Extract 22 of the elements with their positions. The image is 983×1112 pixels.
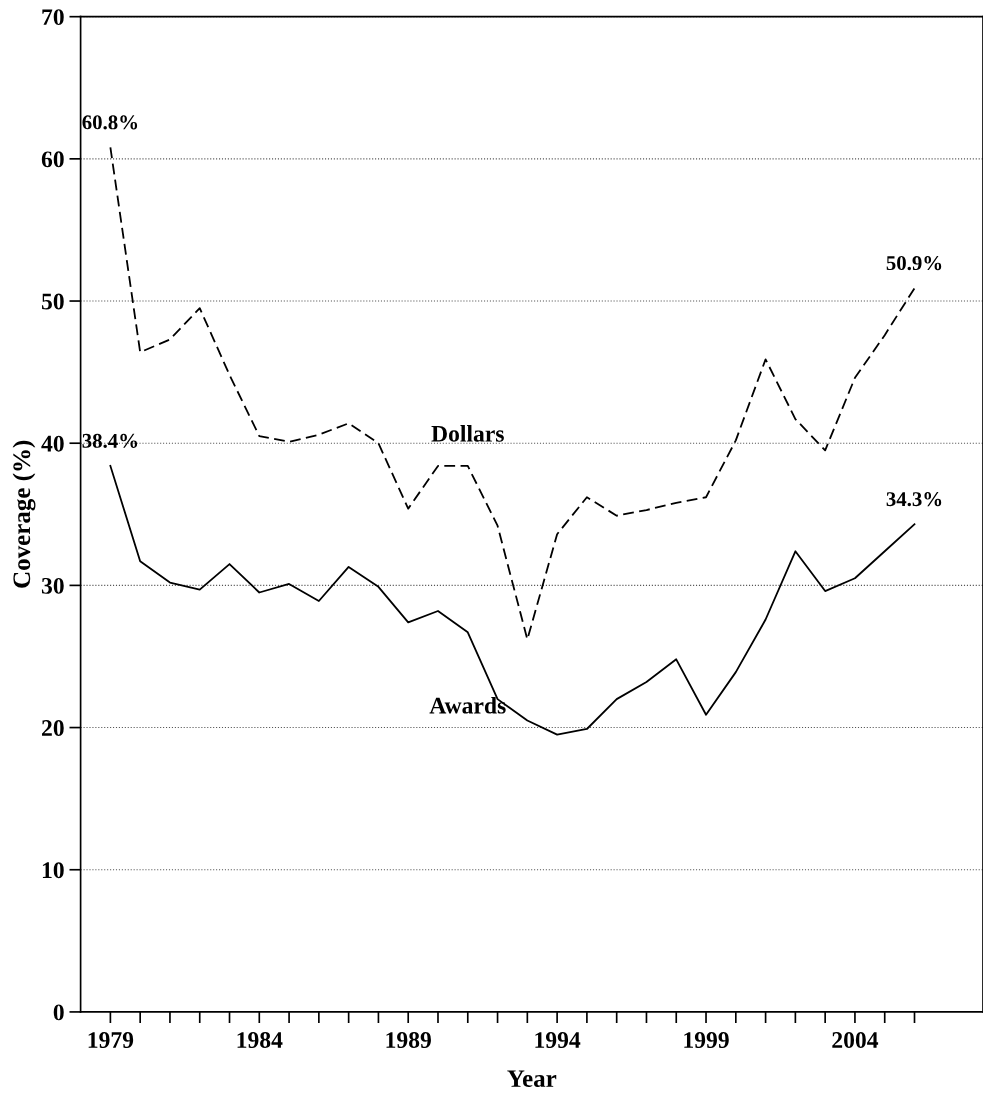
x-tick-label: 2004: [832, 1032, 879, 1048]
y-tick-label: 70: [42, 9, 64, 26]
x-tick-label: 1999: [684, 1032, 729, 1048]
y-tick-label: 60: [41, 151, 64, 168]
x-tick-label: 1979: [88, 1032, 134, 1048]
y-tick-label: 20: [42, 720, 64, 736]
series-label: Awards: [429, 697, 506, 714]
data-label: 50.9%: [886, 256, 942, 271]
data-label: 38.4%: [82, 433, 138, 448]
y-axis-title: Coverage (%): [12, 440, 36, 588]
x-tick-label: 1984: [237, 1032, 283, 1048]
y-tick-label: 40: [41, 435, 64, 452]
x-tick-label: 1994: [535, 1032, 581, 1048]
x-tick-label: 1989: [386, 1032, 431, 1048]
x-axis-title: Year: [507, 1070, 557, 1088]
series-label: Dollars: [431, 425, 504, 442]
y-tick-label: 50: [41, 293, 64, 310]
data-label: 34.3%: [886, 492, 942, 507]
y-tick-label: 30: [41, 577, 64, 594]
y-tick-label: 10: [42, 862, 64, 879]
y-tick-label: 0: [53, 1004, 64, 1021]
data-label: 60.8%: [82, 115, 138, 130]
